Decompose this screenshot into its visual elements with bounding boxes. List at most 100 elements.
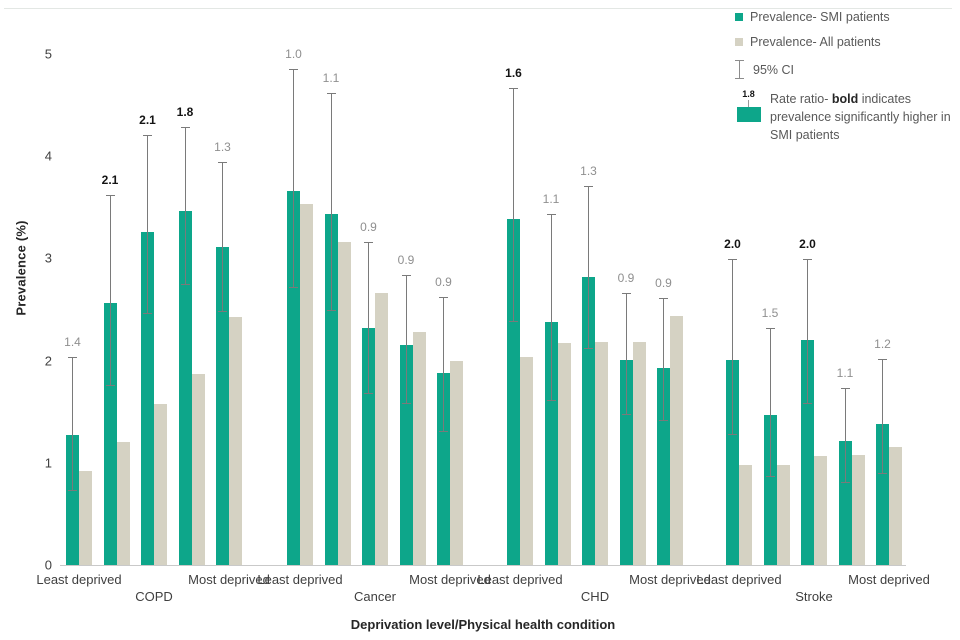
- rate-ratio-label: 0.9: [397, 252, 415, 267]
- bar-smi-patients: [324, 214, 338, 565]
- rate-ratio-label: 1.3: [580, 163, 597, 178]
- y-tick-label: 5: [44, 46, 52, 62]
- ci-line: [882, 359, 883, 474]
- y-tick-label: 0: [44, 557, 52, 573]
- bar-all-patients: [191, 373, 205, 565]
- bar-all-patients: [520, 356, 533, 565]
- ci-line: [184, 127, 186, 284]
- legend: Prevalence- SMI patients Prevalence- All…: [735, 10, 957, 144]
- ci-error-bar: [143, 134, 152, 314]
- bar-all-patients: [337, 242, 351, 565]
- chart-top-border: [4, 8, 952, 9]
- ci-line: [588, 186, 589, 349]
- mini-teal-bar-icon: [736, 107, 761, 122]
- ci-line: [222, 163, 223, 311]
- bar-smi-patients: [801, 340, 814, 565]
- x-axis-line: [60, 565, 906, 566]
- rate-ratio-label: 1.0: [285, 47, 302, 62]
- ci-line: [330, 93, 332, 310]
- ci-line: [807, 260, 808, 403]
- ci-line: [769, 328, 771, 477]
- y-axis-title: Prevalence (%): [13, 220, 29, 316]
- bar-all-patients: [814, 455, 827, 565]
- bar-smi-patients: [287, 190, 300, 565]
- rate-ratio-label: 0.9: [617, 271, 635, 286]
- bar-all-patients: [154, 403, 167, 565]
- rate-ratio-example-value: 1.8: [742, 89, 755, 99]
- rate-ratio-label: 2.0: [724, 237, 741, 252]
- label-most-deprived: Most deprived: [409, 572, 491, 587]
- ci-error-bar: [659, 298, 668, 421]
- gray-square-icon: [735, 38, 743, 46]
- legend-label-smi: Prevalence- SMI patients: [750, 10, 890, 24]
- mini-error-bar-icon: [748, 100, 749, 107]
- legend-label-all: Prevalence- All patients: [750, 35, 881, 49]
- bar-all-patients: [450, 360, 463, 565]
- ci-error-bar: [68, 356, 77, 492]
- rate-ratio-example-icon: 1.8: [735, 90, 762, 122]
- bar-all-patients: [851, 454, 865, 565]
- ci-error-bar: [180, 126, 190, 285]
- ci-line: [109, 196, 111, 386]
- ci-line: [732, 260, 733, 435]
- bar-smi-patients: [103, 303, 117, 565]
- rate-ratio-label: 1.1: [542, 192, 560, 207]
- label-condition: COPD: [135, 589, 173, 604]
- label-condition: CHD: [580, 589, 610, 604]
- bar-smi-patients: [544, 321, 558, 565]
- label-least-deprived: Least deprived: [477, 572, 563, 587]
- label-most-deprived: Most deprived: [188, 572, 270, 587]
- rate-ratio-label: 0.9: [655, 276, 672, 291]
- y-tick-label: 4: [44, 148, 52, 164]
- error-bar-icon: [735, 60, 744, 79]
- rate-ratio-label: 0.9: [360, 220, 377, 235]
- ci-error-bar: [803, 259, 812, 404]
- x-axis-title: Deprivation level/Physical health condit…: [350, 617, 616, 632]
- y-tick-label: 3: [44, 250, 52, 266]
- ci-line: [625, 294, 627, 414]
- legend-item-all: Prevalence- All patients: [735, 35, 957, 49]
- rate-ratio-label: 2.1: [139, 112, 156, 127]
- legend-item-ci: 95% CI: [735, 60, 957, 79]
- ci-error-bar: [364, 242, 373, 395]
- bar-all-patients: [79, 470, 92, 565]
- bar-all-patients: [889, 447, 902, 565]
- ci-error-bar: [439, 297, 448, 433]
- rate-ratio-label: 1.1: [836, 366, 854, 381]
- bar-all-patients: [116, 442, 130, 565]
- ci-error-bar: [218, 162, 227, 312]
- bar-all-patients: [300, 204, 313, 565]
- rate-ratio-label: 1.1: [322, 70, 340, 85]
- rate-ratio-label: 0.9: [435, 275, 452, 290]
- label-least-deprived: Least deprived: [257, 572, 343, 587]
- rate-ratio-label: 2.1: [101, 173, 119, 188]
- ci-line: [405, 275, 407, 403]
- bar-smi-patients: [657, 367, 670, 565]
- legend-label-ci: 95% CI: [753, 62, 794, 77]
- teal-square-icon: [735, 13, 743, 21]
- rate-ratio-label: 1.5: [761, 305, 779, 320]
- ci-error-bar: [878, 358, 887, 475]
- bar-all-patients: [375, 293, 388, 565]
- ci-line: [72, 357, 73, 491]
- bar-all-patients: [412, 331, 426, 565]
- ci-error-bar: [621, 293, 631, 415]
- label-most-deprived: Most deprived: [629, 572, 711, 587]
- rate-ratio-label: 1.4: [64, 334, 81, 349]
- ci-line: [293, 70, 294, 288]
- ci-error-bar: [840, 388, 850, 484]
- bar-all-patients: [739, 464, 752, 565]
- ci-error-bar: [105, 195, 115, 387]
- bar-all-patients: [229, 316, 242, 565]
- bar-smi-patients: [399, 345, 413, 565]
- rate-ratio-label: 2.0: [799, 237, 816, 252]
- ci-error-bar: [765, 327, 775, 478]
- rate-ratio-label: 1.3: [214, 140, 231, 155]
- bar-smi-patients: [66, 435, 79, 565]
- ci-error-bar: [401, 274, 411, 404]
- label-condition: Stroke: [795, 589, 833, 604]
- bar-smi-patients: [619, 359, 633, 565]
- legend-item-smi: Prevalence- SMI patients: [735, 10, 957, 24]
- ci-error-bar: [289, 69, 298, 289]
